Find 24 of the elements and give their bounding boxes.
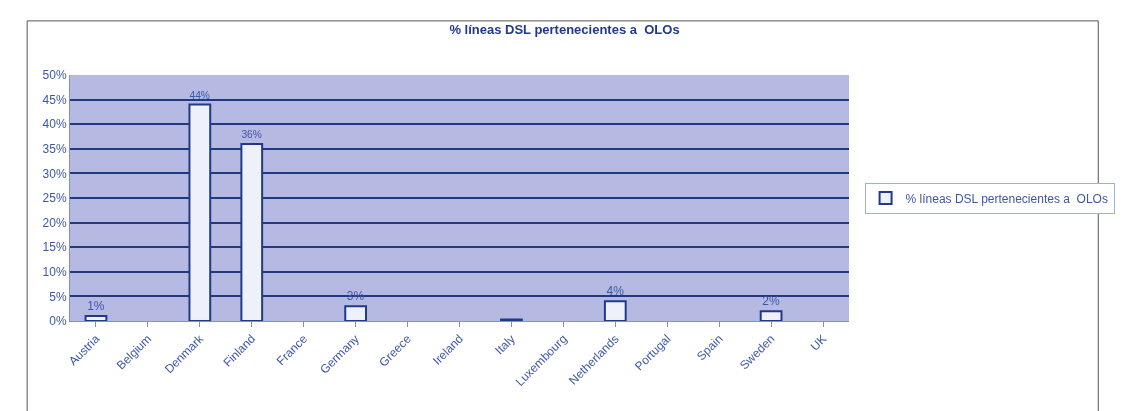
y-tick-label: 25% <box>42 191 67 206</box>
text: 4% <box>606 284 624 299</box>
y-tick-label: 45% <box>42 92 67 107</box>
text: 1% <box>87 299 105 314</box>
text: 36% <box>241 129 262 141</box>
bar <box>759 310 783 321</box>
x-tick-label: UK <box>807 331 830 354</box>
bar <box>344 305 368 321</box>
y-tick-label: 35% <box>42 142 67 156</box>
chart-title: % líneas DSL pertenecientes a OLOs <box>449 21 680 37</box>
y-tick-label: 15% <box>42 240 67 255</box>
y-tick-label: 30% <box>42 166 67 181</box>
y-tick-label: 5% <box>49 289 67 304</box>
text: 2% <box>762 294 780 309</box>
legend-label: % líneas DSL pertenecientes a OLOs <box>905 191 1108 206</box>
text: 44% <box>189 89 210 101</box>
y-tick-label: 20% <box>42 215 67 230</box>
bar <box>84 315 108 321</box>
bar <box>603 300 627 321</box>
x-tick-label: Italy <box>492 331 518 358</box>
y-tick-label: 0% <box>49 314 67 329</box>
y-tick-label: 40% <box>42 117 67 132</box>
y-tick-label: 50% <box>42 68 67 83</box>
y-tick-label: 10% <box>42 265 67 279</box>
